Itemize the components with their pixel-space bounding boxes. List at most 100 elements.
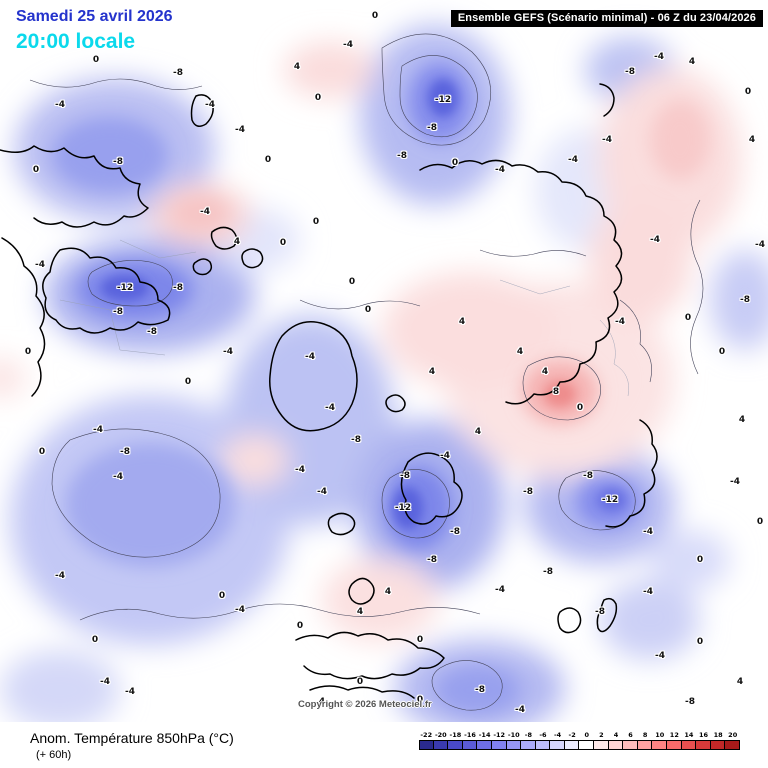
colorbar-swatch [505, 740, 522, 750]
anomaly-value-label: -8 [475, 685, 485, 695]
anomaly-value-label: 0 [718, 347, 726, 357]
colorbar-cell: 6 [622, 731, 638, 750]
anomaly-value-label: 0 [92, 55, 100, 65]
anomaly-value-label: 0 [744, 87, 752, 97]
anomaly-value-label: 0 [312, 217, 320, 227]
anomaly-value-label: -4 [515, 705, 525, 715]
forecast-lead-time: (+ 60h) [36, 749, 72, 761]
anomaly-value-label: 0 [296, 621, 304, 631]
anomaly-value-label: 4 [356, 607, 364, 617]
anomaly-value-label: -8 [685, 697, 695, 707]
colorbar-cell: -12 [490, 731, 507, 750]
colorbar-cell: -14 [476, 731, 492, 750]
colorbar-swatch [490, 740, 507, 750]
anomaly-value-label: 0 [451, 158, 459, 168]
anomaly-value-label: -4 [343, 40, 353, 50]
anomaly-value-label: 0 [416, 695, 424, 705]
colorbar-cell: 4 [607, 731, 624, 750]
anomaly-value-label: -4 [615, 317, 625, 327]
copyright-notice: Copyright © 2026 Meteociel.fr [298, 699, 432, 710]
anomaly-value-label: -4 [205, 100, 215, 110]
colorbar-swatch [666, 740, 682, 750]
anomaly-value-label: -4 [235, 605, 245, 615]
colorbar-cell: -10 [505, 731, 522, 750]
anomaly-value-label: -4 [200, 207, 210, 217]
colorbar-swatch [432, 740, 449, 750]
colorbar-tick-label: 6 [628, 731, 633, 739]
anomaly-value-label: -8 [595, 607, 605, 617]
colorbar-cell: 0 [578, 731, 595, 750]
anomaly-value-label: -12 [601, 495, 619, 505]
forecast-date: Samedi 25 avril 2026 [16, 8, 173, 25]
anomaly-value-label: 4 [293, 62, 301, 72]
colorbar-tick-label: -16 [464, 731, 476, 739]
colorbar-cell: -8 [520, 731, 536, 750]
colorbar-swatch [724, 740, 740, 750]
colorbar-swatch [709, 740, 726, 750]
colorbar-cell: 20 [724, 731, 740, 750]
anomaly-value-label: 4 [474, 427, 482, 437]
anomaly-value-label: -4 [55, 100, 65, 110]
colorbar-swatch [651, 740, 668, 750]
anomaly-value-label: -4 [495, 165, 505, 175]
anomaly-value-label: -8 [147, 327, 157, 337]
forecast-local-time: 20:00 locale [16, 30, 136, 53]
anomaly-value-label: -4 [643, 527, 653, 537]
anomaly-value-label: -4 [643, 587, 653, 597]
colorbar-swatch [636, 740, 653, 750]
anomaly-value-label: 4 [458, 317, 466, 327]
colorbar-swatch [622, 740, 638, 750]
anomaly-value-label: 0 [576, 403, 584, 413]
colorbar-tick-label: -10 [507, 731, 520, 739]
anomaly-value-label: -8 [427, 555, 437, 565]
anomaly-value-label: -8 [397, 151, 407, 161]
colorbar-tick-label: 8 [642, 731, 648, 739]
colorbar-tick-label: -2 [568, 731, 576, 739]
anomaly-value-label: -4 [325, 403, 335, 413]
anomaly-value-label: -8 [120, 447, 130, 457]
anomaly-value-label: 4 [748, 135, 756, 145]
anomaly-value-label: -4 [93, 425, 103, 435]
colorbar-cell: 18 [709, 731, 726, 750]
colorbar-tick-label: -8 [524, 731, 532, 739]
anomaly-value-label: 4 [233, 237, 241, 247]
colorbar-swatch [476, 740, 492, 750]
anomaly-value-label: 0 [38, 447, 46, 457]
anomaly-value-label: -4 [100, 677, 110, 687]
anomaly-value-label: -4 [495, 585, 505, 595]
anomaly-value-label: -4 [650, 235, 660, 245]
colorbar-tick-label: 10 [655, 731, 665, 739]
colorbar-cell: -6 [534, 731, 551, 750]
anomaly-value-label: 0 [264, 155, 272, 165]
anomaly-value-label: -8 [400, 471, 410, 481]
anomaly-value-label: 0 [91, 635, 99, 645]
colorbar-swatch [534, 740, 551, 750]
anomaly-value-label: -4 [235, 125, 245, 135]
anomaly-value-label: -8 [427, 123, 437, 133]
anomaly-value-label: 4 [688, 57, 696, 67]
anomaly-value-label: -8 [543, 567, 553, 577]
colorbar-cell: -16 [461, 731, 478, 750]
colorbar-tick-label: -18 [449, 731, 462, 739]
anomaly-value-label: 0 [416, 635, 424, 645]
anomaly-value-label: 0 [371, 11, 379, 21]
anomaly-value-label: 4 [384, 587, 392, 597]
anomaly-value-label: -12 [394, 503, 412, 513]
anomaly-value-label: -8 [740, 295, 750, 305]
colorbar-cell: -2 [563, 731, 580, 750]
anomaly-value-label: -4 [113, 472, 123, 482]
anomaly-value-label: 0 [696, 637, 704, 647]
anomaly-value-label: 4 [736, 677, 744, 687]
colorbar-swatch [549, 740, 565, 750]
anomaly-value-label: -4 [295, 465, 305, 475]
anomaly-value-label: -8 [625, 67, 635, 77]
anomaly-value-label: 4 [428, 367, 436, 377]
colorbar-tick-label: -20 [434, 731, 447, 739]
anomaly-value-label: 4 [516, 347, 524, 357]
colorbar-swatch [520, 740, 536, 750]
anomaly-value-label: -12 [434, 95, 452, 105]
colorbar-tick-label: 18 [713, 731, 723, 739]
anomaly-value-label: -4 [440, 451, 450, 461]
anomaly-value-label: -4 [125, 687, 135, 697]
anomaly-value-label: -4 [602, 135, 612, 145]
